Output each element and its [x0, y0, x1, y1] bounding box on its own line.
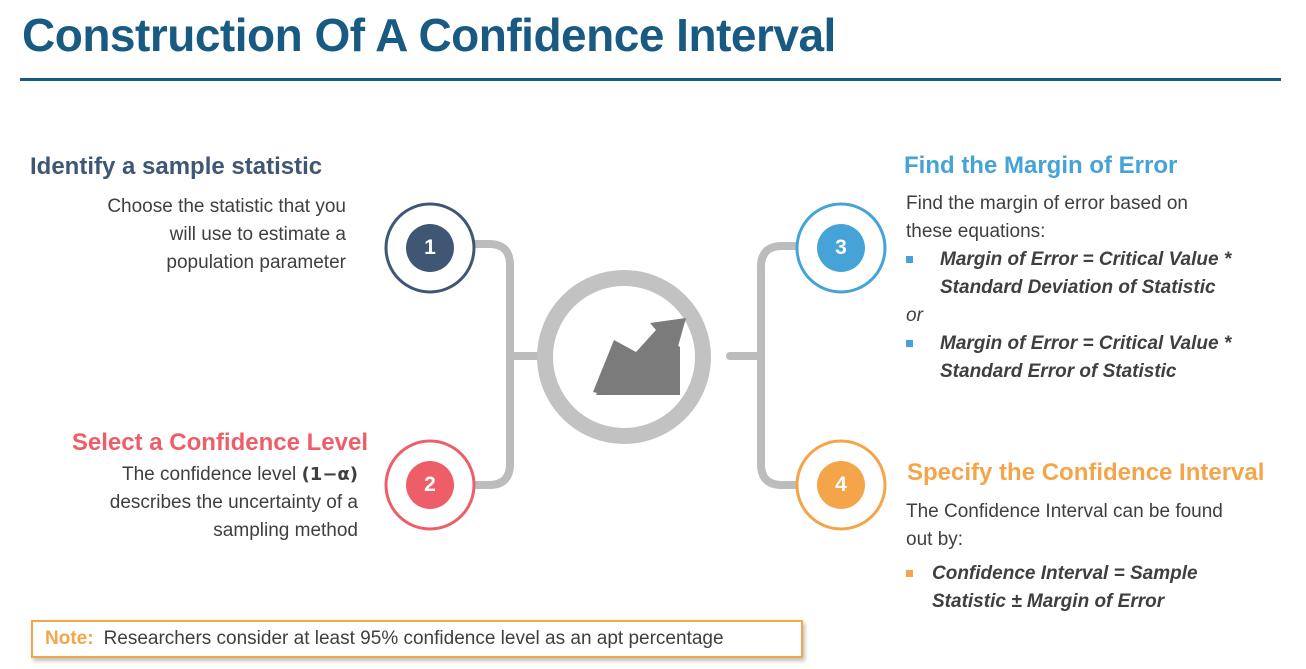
step-3-equation-line: Margin of Error = Critical Value * [940, 249, 1232, 270]
step-4-bullet: Confidence Interval = Sample Statistic ±… [906, 560, 1296, 616]
center-hub [537, 270, 711, 444]
connector-step-1 [470, 240, 552, 360]
bullet-icon [906, 570, 913, 577]
connector-step-2 [470, 352, 514, 489]
trend-chart-icon [593, 318, 686, 395]
step-1-block: Identify a sample statistic [30, 153, 365, 181]
step-3-equation-line: Margin of Error = Critical Value * [940, 333, 1232, 354]
step-4-description: The Confidence Interval can be found out… [906, 498, 1296, 616]
step-4-equation-line: Confidence Interval = Sample [932, 563, 1198, 584]
step-3-intro-line: Find the margin of error based on [906, 193, 1188, 214]
step-2-line: The confidence level (1−α) [30, 461, 358, 489]
step-3-title: Find the Margin of Error [904, 152, 1178, 179]
bullet-icon [906, 340, 913, 347]
step-3-bullet: Margin of Error = Critical Value * Stand… [906, 330, 1296, 386]
step-4-number: 4 [817, 461, 865, 509]
step-4-equation-line: Statistic ± Margin of Error [932, 591, 1165, 612]
step-2-line-prefix: The confidence level [122, 464, 302, 485]
connector-step-4 [757, 352, 801, 489]
alpha-formula: (1−α) [301, 464, 358, 485]
step-3-separator: or [906, 305, 923, 326]
step-3-equation-line: Standard Deviation of Statistic [940, 277, 1216, 298]
note-label: Note: [45, 628, 94, 649]
note-text: Researchers consider at least 95% confid… [103, 628, 724, 649]
step-3-intro-line: these equations: [906, 221, 1046, 242]
step-3-equation-line: Standard Error of Statistic [940, 361, 1177, 382]
step-4-intro-line: The Confidence Interval can be found [906, 501, 1223, 522]
step-2-description: The confidence level (1−α) describes the… [30, 461, 358, 545]
title-divider [20, 78, 1281, 81]
step-2-number: 2 [406, 461, 454, 509]
step-4-intro-line: out by: [906, 529, 964, 550]
step-1-line: Choose the statistic that you [107, 196, 346, 217]
step-1-line: will use to estimate a [169, 224, 346, 245]
page-title: Construction Of A Confidence Interval [22, 9, 836, 61]
step-2-title: Select a Confidence Level [71, 429, 368, 456]
step-4-title: Specify the Confidence Interval [907, 459, 1265, 486]
step-3-number: 3 [817, 224, 865, 272]
step-3-description: Find the margin of error based on these … [906, 190, 1296, 386]
step-1-line: population parameter [166, 252, 346, 273]
connector-step-3 [726, 242, 801, 360]
step-2-line: sampling method [213, 520, 358, 541]
step-1-title: Identify a sample statistic [30, 153, 323, 180]
connector-lines [470, 240, 801, 489]
step-1-number: 1 [406, 224, 454, 272]
note-box: Note: Researchers consider at least 95% … [31, 620, 803, 658]
step-1-description: Choose the statistic that you will use t… [30, 193, 346, 277]
step-2-line: describes the uncertainty of a [109, 492, 358, 513]
step-3-bullet: Margin of Error = Critical Value * Stand… [906, 246, 1296, 302]
bullet-icon [906, 256, 913, 263]
